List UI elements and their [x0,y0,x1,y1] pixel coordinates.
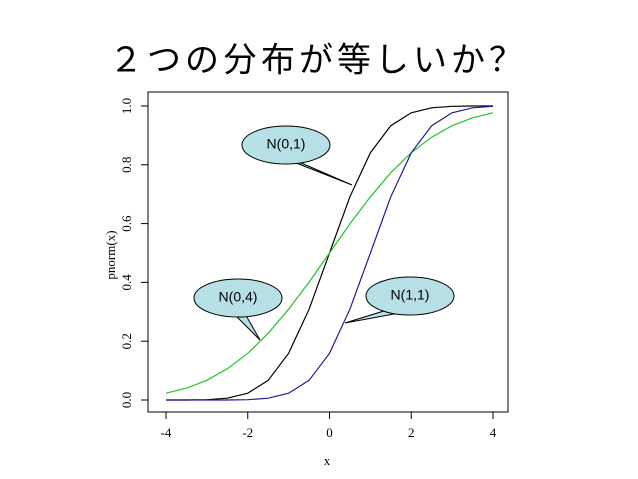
series-label: N(1,1) [391,287,430,303]
x-tick-label: 2 [408,425,415,440]
y-axis-label: pnorm(x) [103,230,118,279]
y-tick-label: 0.6 [119,215,134,232]
x-tick-label: 4 [490,425,497,440]
y-tick-label: 0.8 [119,157,134,173]
x-tick-label: -4 [161,425,172,440]
chart-title: ２つの分布が等しいか？ [109,41,527,81]
cdf-line [165,112,494,394]
plot-frame [147,91,509,413]
callout-bubble [365,276,455,316]
y-tick-label: 1.0 [119,98,134,114]
callout-bubble [193,278,283,318]
x-tick-label: 0 [326,425,333,440]
y-tick-label: 0.4 [119,274,134,291]
x-axis-label: x [324,453,331,468]
series-label: N(0,1) [267,136,306,152]
callout-bubble [241,125,331,165]
x-tick-label: -2 [242,425,253,440]
series-label: N(0,4) [219,289,258,305]
y-tick-label: 0.0 [119,392,134,408]
y-tick-label: 0.2 [119,333,134,349]
cdf-line [166,105,494,401]
